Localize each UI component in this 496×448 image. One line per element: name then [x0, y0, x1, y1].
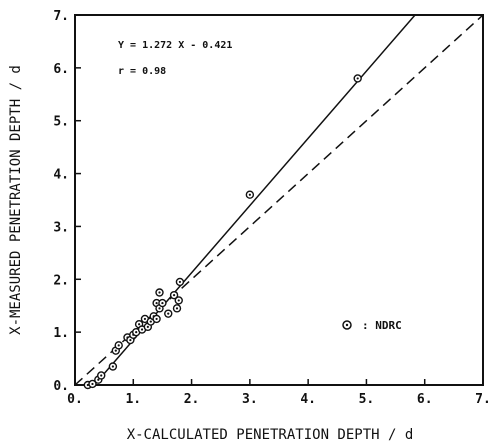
data-point-center [158, 307, 161, 310]
data-point-center [356, 77, 359, 80]
data-point-center [172, 294, 176, 297]
y-tick-label: 7. [53, 9, 69, 24]
data-point-center [175, 307, 179, 310]
legend-marker [342, 320, 352, 330]
data-point-center [177, 299, 180, 302]
data-point-center [138, 323, 141, 326]
data-point-center [91, 382, 94, 386]
y-axis-title: X-MEASURED PENETRATION DEPTH / d [8, 65, 24, 335]
y-tick-label: 4. [53, 168, 69, 183]
x-tick-label: 6. [417, 392, 433, 407]
data-point-center [158, 291, 161, 294]
regression-equation: Y = 1.272 X - 0.421 [118, 40, 232, 51]
data-point-center [248, 193, 251, 196]
data-point [108, 362, 118, 371]
x-tick-label: 4. [300, 392, 316, 407]
y-tick-label: 0. [53, 379, 69, 394]
y-axis-ticks: 0. 1. 2. 3. 4. 5. 6. 7. [53, 9, 81, 394]
data-point-center [129, 338, 132, 342]
x-tick-label: 7. [475, 392, 491, 407]
x-tick-label: 3. [242, 392, 258, 407]
correlation-coefficient: r = 0.98 [118, 66, 166, 77]
plot-frame [74, 14, 484, 386]
x-tick-label: 0. [67, 392, 83, 407]
data-point-center [111, 365, 114, 368]
x-axis-ticks: 0. 1. 2. 3. 4. 5. 6. 7. [67, 379, 491, 407]
data-point [88, 379, 97, 389]
data-point-center [97, 378, 100, 381]
data-point-center [135, 331, 138, 334]
legend-marker-dot [345, 323, 349, 327]
y-tick-label: 6. [53, 62, 69, 77]
y-tick-label: 5. [53, 115, 69, 130]
data-point-center [146, 325, 149, 328]
data-point [175, 277, 185, 287]
data-point [164, 309, 173, 318]
data-point [97, 371, 106, 380]
data-points [83, 74, 362, 390]
data-point-center [167, 312, 170, 315]
data-point-center [161, 301, 164, 305]
identity-line [74, 14, 484, 386]
data-point-center [114, 349, 117, 352]
data-point-center [178, 280, 182, 284]
data-point-center [100, 374, 103, 377]
data-point [169, 290, 179, 300]
y-tick-label: 3. [53, 220, 69, 235]
data-point-center [117, 344, 120, 347]
x-tick-label: 1. [125, 392, 141, 407]
data-point [152, 314, 161, 324]
data-point [158, 298, 167, 308]
data-point-center [143, 317, 147, 321]
data-point [114, 341, 123, 350]
x-tick-label: 5. [359, 392, 375, 407]
data-point [155, 288, 164, 297]
y-tick-label: 1. [53, 326, 69, 341]
x-tick-label: 2. [184, 392, 200, 407]
data-point-center [140, 328, 144, 331]
y-tick-label: 2. [53, 273, 69, 288]
data-point [353, 74, 362, 83]
data-point [172, 304, 182, 313]
legend-label: : NDRC [362, 319, 402, 332]
data-point-center [155, 301, 158, 305]
x-axis-title: X-CALCULATED PENETRATION DEPTH / d [127, 427, 414, 443]
legend: : NDRC [342, 319, 402, 332]
data-point [174, 296, 183, 305]
data-point [245, 190, 255, 199]
data-point-center [149, 320, 152, 323]
data-point-center [155, 317, 158, 321]
